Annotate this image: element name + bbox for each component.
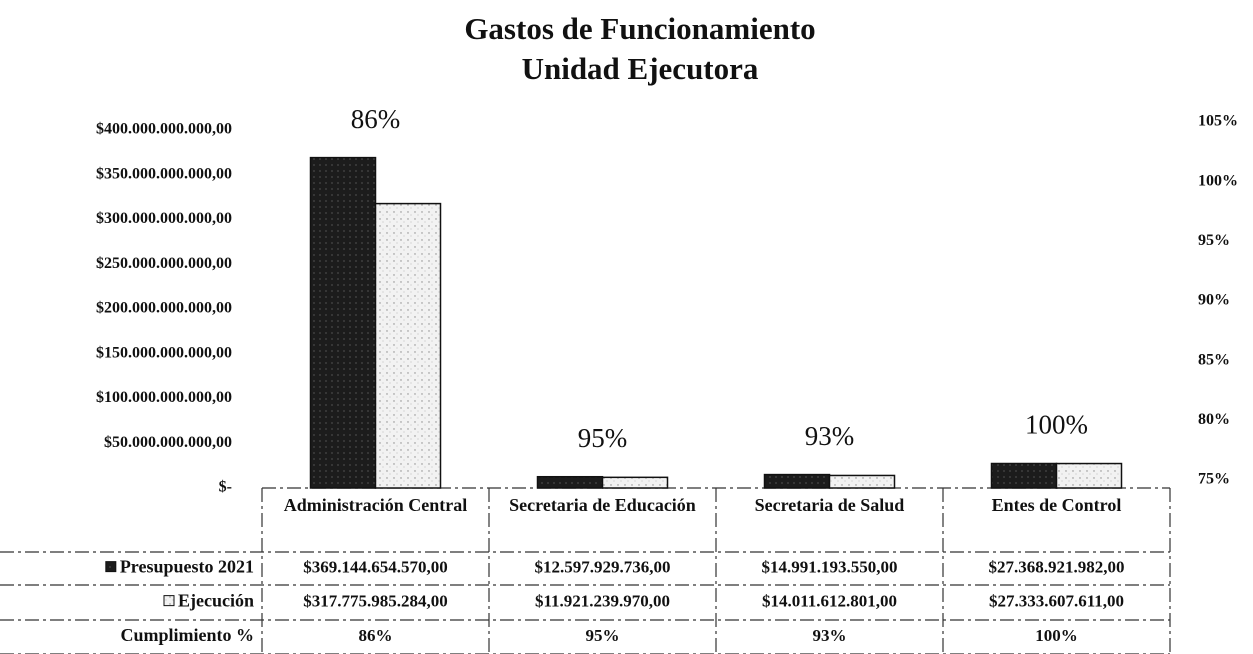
table-value: $14.011.612.801,00 <box>762 591 897 610</box>
legend-label: Presupuesto 2021 <box>120 557 254 577</box>
x-tick-label-box: Secretaria de Salud <box>754 495 905 515</box>
bar <box>763 473 831 489</box>
y-tick-label: $50.000.000.000,00 <box>104 434 232 451</box>
row-label: Cumplimiento % <box>120 625 254 645</box>
x-tick-label-box: Secretaria de Educación <box>509 495 696 515</box>
x-tick-label: Secretaria de Educación <box>509 495 696 515</box>
y2-tick-label: 85% <box>1198 351 1230 368</box>
y-tick-label: $100.000.000.000,00 <box>96 389 232 406</box>
table-value: $14.991.193.550,00 <box>762 557 898 576</box>
bar <box>990 462 1058 489</box>
legend-swatch <box>163 595 175 607</box>
y2-tick-label: 100% <box>1198 172 1238 189</box>
legend-label: Ejecución <box>178 591 254 611</box>
chart-title: Gastos de Funcionamiento <box>464 11 815 46</box>
y2-tick-label: 80% <box>1198 411 1230 428</box>
table-value: $369.144.654.570,00 <box>303 557 448 576</box>
y-tick-label: $150.000.000.000,00 <box>96 344 232 361</box>
x-tick-label: Secretaria de Salud <box>754 495 905 515</box>
table-value: $11.921.239.970,00 <box>535 591 670 610</box>
y-tick-label: $350.000.000.000,00 <box>96 165 232 182</box>
y2-tick-label: 90% <box>1198 292 1230 309</box>
table-value: 86% <box>359 626 393 645</box>
table-value: 100% <box>1035 626 1078 645</box>
y2-tick-label: 75% <box>1198 471 1230 488</box>
bar <box>536 475 604 489</box>
x-tick-label-box: Administración Central <box>283 495 468 515</box>
chart-subtitle: Unidad Ejecutora <box>522 51 759 86</box>
data-label: 100% <box>1025 410 1088 440</box>
legend-swatch <box>105 561 117 573</box>
table-value: 95% <box>586 626 620 645</box>
data-label: 86% <box>351 104 401 134</box>
y-tick-label: $400.000.000.000,00 <box>96 121 232 138</box>
x-tick-label: Entes de Control <box>991 495 1122 515</box>
bar <box>1055 462 1123 489</box>
x-tick-label-box: Entes de Control <box>991 495 1122 515</box>
bar <box>309 156 377 489</box>
bar <box>601 476 669 489</box>
table-value: $27.333.607.611,00 <box>989 591 1124 610</box>
data-label: 95% <box>578 423 628 453</box>
y-tick-label: $300.000.000.000,00 <box>96 210 232 227</box>
bar <box>374 202 442 489</box>
x-tick-label: Administración Central <box>283 495 468 515</box>
table-value: 93% <box>813 626 847 645</box>
data-label: 93% <box>805 421 855 451</box>
table-value: $317.775.985.284,00 <box>303 591 448 610</box>
y2-tick-label: 105% <box>1198 113 1238 130</box>
y2-tick-label: 95% <box>1198 232 1230 249</box>
y-tick-label: $- <box>219 479 232 496</box>
bar <box>828 474 896 489</box>
y-tick-label: $200.000.000.000,00 <box>96 300 232 317</box>
table-value: $27.368.921.982,00 <box>989 557 1125 576</box>
y-tick-label: $250.000.000.000,00 <box>96 255 232 272</box>
table-value: $12.597.929.736,00 <box>535 557 671 576</box>
